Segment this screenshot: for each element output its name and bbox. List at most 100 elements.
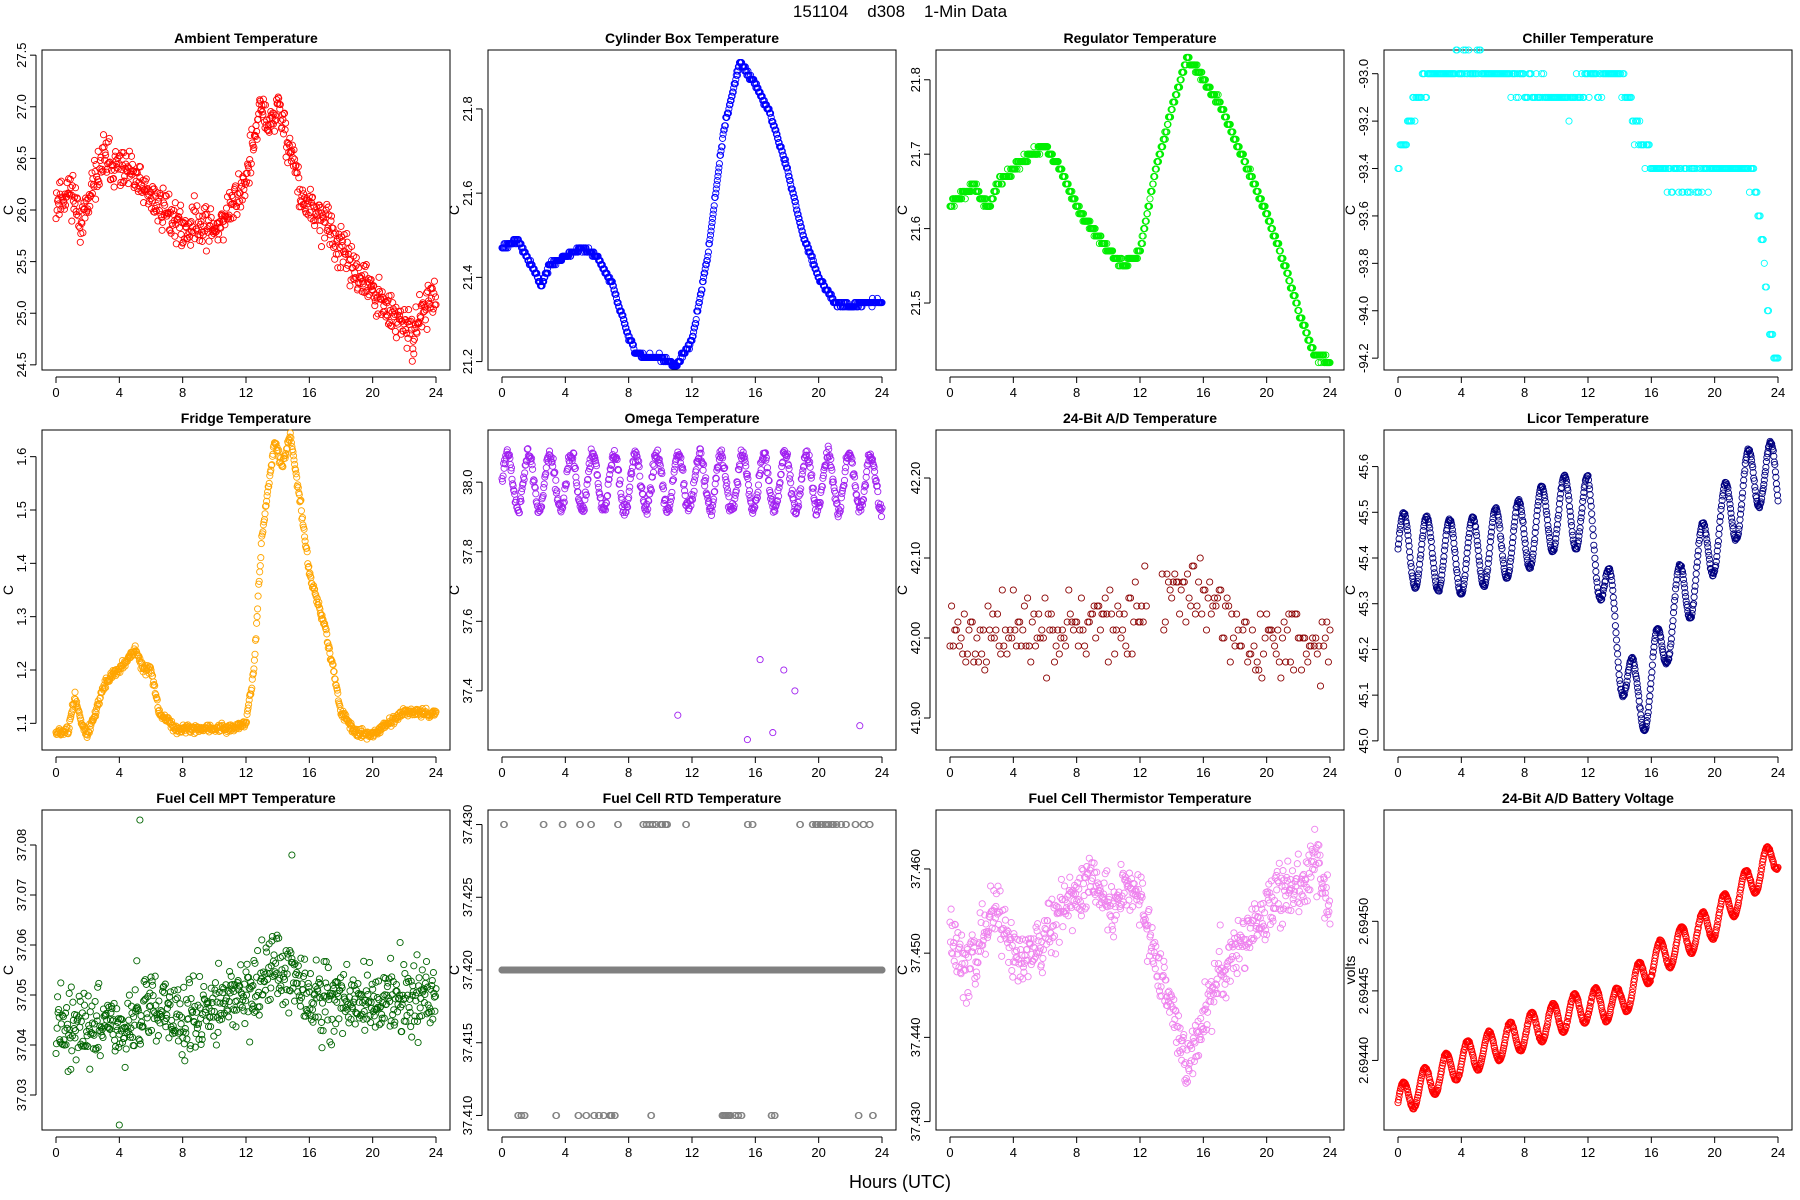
data-point — [159, 184, 167, 192]
y-tick-label: 27.0 — [14, 94, 29, 119]
data-point — [609, 282, 617, 290]
data-point — [52, 215, 60, 223]
data-point — [1613, 644, 1621, 652]
x-tick-label: 4 — [562, 385, 569, 400]
data-point — [540, 480, 548, 488]
data-point — [1019, 626, 1027, 634]
data-point — [975, 187, 983, 195]
data-point — [382, 311, 390, 319]
data-point — [517, 240, 525, 248]
data-point — [171, 232, 179, 240]
y-tick-label: 21.6 — [460, 181, 475, 206]
data-point — [1104, 658, 1112, 666]
data-point — [712, 189, 720, 197]
data-point — [954, 618, 962, 626]
data-point — [710, 206, 718, 214]
data-point — [1320, 642, 1328, 650]
data-point — [430, 277, 438, 285]
data-points — [498, 59, 886, 370]
data-point — [332, 250, 340, 258]
data-point — [351, 269, 359, 277]
data-point — [786, 471, 794, 479]
data-point — [119, 179, 127, 187]
data-point — [198, 237, 206, 245]
data-points — [1394, 46, 1782, 362]
data-point — [971, 650, 979, 658]
data-point — [629, 341, 637, 349]
data-point — [1146, 195, 1154, 203]
data-point — [1020, 602, 1028, 610]
data-point — [97, 168, 105, 176]
data-point — [257, 554, 265, 562]
data-point — [767, 113, 775, 121]
data-point — [1120, 610, 1128, 618]
data-point — [713, 176, 721, 185]
data-point — [1052, 642, 1060, 650]
data-point — [1247, 650, 1255, 658]
data-point — [743, 736, 751, 744]
data-point — [1304, 658, 1312, 666]
y-tick-label: 27.5 — [14, 43, 29, 68]
data-point — [308, 194, 316, 202]
data-point — [257, 540, 265, 548]
data-point — [69, 171, 77, 179]
data-point — [1261, 634, 1269, 642]
data-point — [250, 143, 258, 152]
data-point — [400, 306, 408, 314]
data-point — [371, 302, 379, 310]
data-point — [978, 650, 986, 658]
data-point — [308, 193, 317, 201]
y-tick-label: 21.8 — [908, 67, 923, 92]
data-point — [103, 168, 111, 176]
x-tick-label: 8 — [625, 385, 632, 400]
data-point — [715, 164, 723, 172]
data-point — [758, 92, 766, 100]
data-point — [699, 278, 707, 286]
data-points — [1394, 437, 1782, 735]
data-point — [1612, 636, 1621, 644]
data-point — [336, 243, 344, 252]
data-point — [963, 650, 971, 658]
data-point — [793, 206, 801, 214]
data-point — [96, 156, 104, 165]
plot-frame — [487, 49, 897, 371]
data-point — [1062, 642, 1070, 650]
data-point — [290, 146, 298, 154]
data-point — [87, 192, 95, 200]
data-point — [337, 222, 345, 230]
data-point — [294, 163, 302, 171]
data-points — [52, 429, 440, 743]
data-point — [74, 212, 82, 220]
data-point — [986, 626, 994, 634]
x-tick-label: 24 — [429, 765, 443, 780]
x-tick-label: 0 — [498, 765, 505, 780]
y-tick-label: 21.8 — [460, 96, 475, 121]
data-point — [71, 184, 80, 192]
data-point — [699, 466, 707, 474]
data-point — [409, 345, 417, 353]
data-point — [1003, 650, 1011, 658]
data-point — [1000, 642, 1008, 650]
data-point — [281, 126, 289, 134]
x-tick-label: 16 — [1196, 385, 1210, 400]
data-point — [71, 688, 79, 696]
data-point — [513, 240, 521, 248]
data-point — [827, 290, 835, 298]
data-point — [784, 168, 792, 176]
data-point — [1692, 576, 1700, 584]
y-tick-label: 25.5 — [14, 249, 29, 274]
data-point — [718, 143, 726, 151]
data-point — [788, 185, 796, 193]
data-point — [377, 295, 385, 303]
data-point — [296, 185, 304, 193]
data-point — [803, 240, 811, 248]
data-point — [316, 204, 324, 212]
data-point — [551, 485, 559, 493]
data-point — [681, 491, 689, 499]
x-axis: 0 4 8 12 16 20 24 — [498, 376, 889, 400]
data-point — [219, 236, 227, 244]
data-point — [423, 325, 431, 333]
x-tick-label: 24 — [1323, 765, 1337, 780]
data-point — [1589, 532, 1597, 540]
data-point — [1269, 634, 1277, 642]
